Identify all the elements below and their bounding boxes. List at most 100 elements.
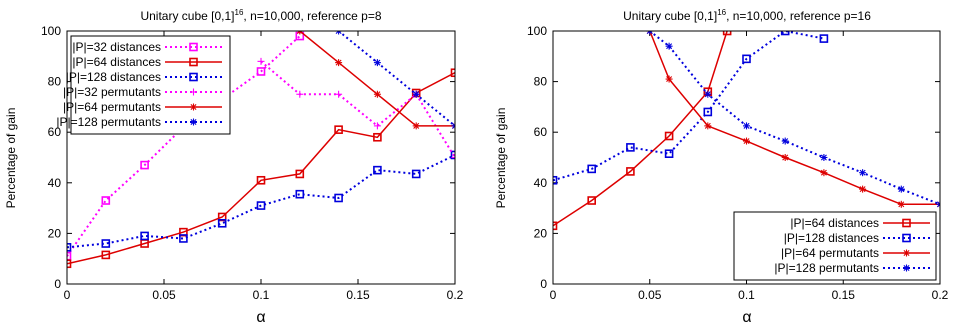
legend-marker bbox=[189, 42, 198, 52]
chart-left-xlabel: α bbox=[256, 309, 265, 326]
x-tick-label: 0.2 bbox=[447, 288, 464, 302]
data-point bbox=[451, 154, 455, 161]
data-point bbox=[626, 167, 635, 176]
data-point bbox=[704, 122, 712, 130]
legend-marker bbox=[190, 103, 197, 111]
data-point bbox=[373, 122, 381, 130]
data-point bbox=[742, 54, 751, 64]
chart-left-legend: |P|=32 distances|P|=64 distances|P|=128 … bbox=[56, 35, 231, 135]
y-tick-label: 0 bbox=[54, 277, 61, 291]
legend-marker bbox=[902, 218, 911, 228]
data-point bbox=[335, 59, 343, 67]
chart-left-ylabel: Percentage of gain bbox=[4, 108, 18, 209]
legend-marker bbox=[189, 72, 198, 82]
data-point bbox=[67, 243, 72, 252]
data-point bbox=[295, 189, 305, 199]
chart-right-legend: |P|=64 distances|P|=128 distances|P|=64 … bbox=[733, 211, 937, 281]
series-path bbox=[649, 31, 940, 206]
series-line bbox=[553, 31, 732, 231]
legend-marker bbox=[903, 264, 910, 272]
data-point bbox=[373, 59, 381, 67]
legend-label: |P|=32 permutants bbox=[63, 85, 161, 99]
data-point bbox=[819, 34, 829, 43]
data-point bbox=[412, 90, 420, 98]
data-point bbox=[101, 250, 111, 260]
y-tick-label: 20 bbox=[48, 226, 62, 240]
data-point bbox=[553, 221, 558, 231]
legend-label: |P|=64 permutants bbox=[781, 246, 879, 260]
y-tick-label: 100 bbox=[41, 24, 61, 38]
data-point bbox=[665, 42, 673, 50]
data-point bbox=[587, 164, 597, 174]
data-point bbox=[781, 137, 789, 145]
x-tick-label: 0.15 bbox=[346, 288, 370, 302]
data-point bbox=[101, 239, 111, 248]
x-tick-label: 0 bbox=[64, 288, 71, 302]
legend-item: |P|=32 permutants bbox=[63, 85, 222, 99]
chart-right-frame bbox=[552, 30, 941, 285]
data-point bbox=[296, 31, 304, 35]
series-path bbox=[299, 31, 455, 127]
y-tick-label: 60 bbox=[48, 125, 62, 139]
legend-item: |P|=128 distances bbox=[784, 231, 930, 245]
data-point bbox=[781, 154, 789, 161]
data-point bbox=[373, 132, 382, 142]
x-tick-label: 0 bbox=[550, 288, 557, 302]
data-point bbox=[897, 200, 905, 208]
series-path bbox=[649, 31, 940, 206]
data-point bbox=[256, 175, 266, 185]
data-point bbox=[67, 251, 72, 261]
data-point bbox=[450, 68, 455, 78]
data-point bbox=[101, 196, 111, 205]
legend-marker bbox=[189, 57, 198, 67]
legend-item: |P|=64 distances bbox=[72, 55, 222, 69]
data-point bbox=[859, 169, 867, 177]
chart-right-ylabel: Percentage of gain bbox=[494, 108, 508, 209]
data-point bbox=[664, 149, 674, 159]
data-point bbox=[295, 169, 305, 179]
data-point bbox=[256, 201, 266, 210]
data-point bbox=[936, 200, 940, 208]
y-tick-label: 100 bbox=[527, 24, 547, 38]
data-point bbox=[373, 165, 382, 175]
legend-label: |P|=128 distances bbox=[784, 231, 879, 245]
data-point bbox=[373, 90, 381, 98]
series-line bbox=[67, 150, 455, 252]
chart-right-title: Unitary cube [0,1]16, n=10,000, referenc… bbox=[623, 8, 871, 23]
legend-box bbox=[70, 35, 231, 135]
series-line bbox=[553, 31, 829, 185]
legend-label: |P|=128 distances bbox=[66, 70, 161, 84]
data-point bbox=[412, 122, 420, 130]
legend-marker bbox=[190, 88, 197, 96]
data-point bbox=[664, 131, 674, 141]
legend-label: |P|=64 permutants bbox=[63, 100, 161, 114]
legend-item: |P|=64 permutants bbox=[781, 246, 930, 260]
legend-label: |P|=128 permutants bbox=[774, 261, 879, 275]
y-tick-label: 40 bbox=[48, 176, 62, 190]
data-point bbox=[140, 160, 149, 170]
y-tick-label: 40 bbox=[534, 176, 548, 190]
y-tick-label: 60 bbox=[534, 125, 548, 139]
y-tick-label: 0 bbox=[540, 277, 547, 291]
chart-right: Unitary cube [0,1]16, n=10,000, referenc… bbox=[494, 8, 949, 326]
data-point bbox=[67, 259, 72, 269]
data-point bbox=[450, 150, 455, 160]
series-path bbox=[260, 60, 455, 159]
data-point bbox=[780, 31, 790, 36]
series-path bbox=[67, 35, 301, 257]
legend-item: |P|=128 permutants bbox=[774, 261, 930, 275]
data-point bbox=[703, 107, 713, 117]
data-point bbox=[704, 90, 712, 98]
data-point bbox=[334, 125, 343, 134]
data-point bbox=[334, 193, 343, 203]
legend-item: |P|=128 permutants bbox=[56, 115, 222, 129]
chart-left: Unitary cube [0,1]16, n=10,000, referenc… bbox=[4, 8, 464, 326]
data-point bbox=[897, 185, 905, 193]
data-point bbox=[587, 196, 597, 205]
chart-right-plot-area bbox=[553, 31, 940, 231]
x-tick-label: 0.05 bbox=[638, 288, 662, 302]
x-tick-label: 0.15 bbox=[832, 288, 856, 302]
legend-item: |P|=64 distances bbox=[790, 216, 930, 230]
chart-left-ticks: 0 0.05 0.1 0.15 0.2 0 20 40 60 80 100 bbox=[41, 24, 464, 302]
